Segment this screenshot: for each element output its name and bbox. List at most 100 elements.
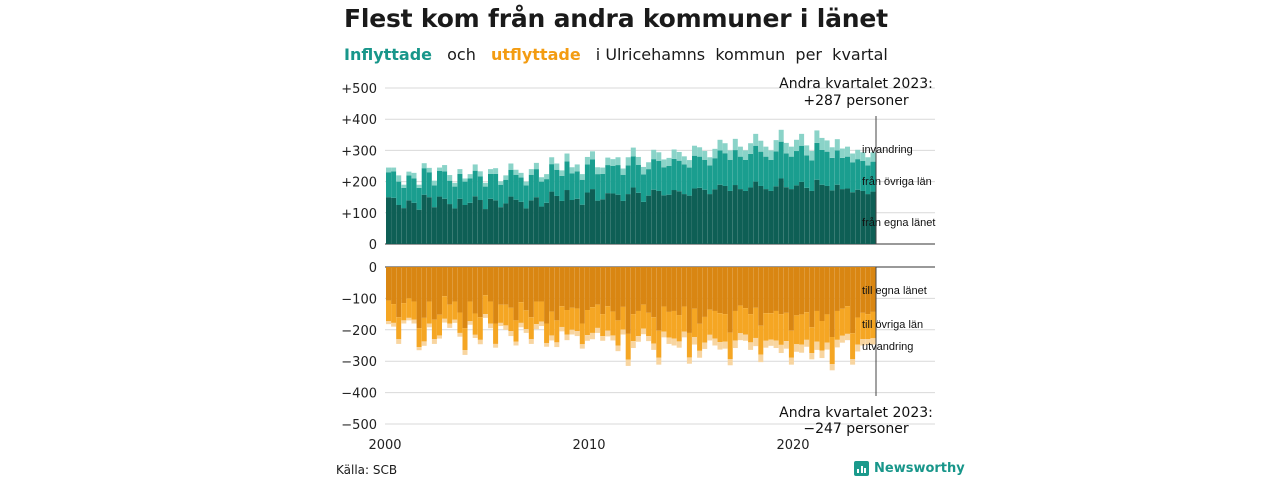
- bar-out-utvandring: [503, 325, 509, 330]
- bar-in-invandring: [845, 146, 850, 157]
- bar-in-ovriga-lan: [829, 157, 835, 191]
- bar-in-invandring: [437, 167, 442, 171]
- bar-out-utvandring: [595, 327, 601, 333]
- x-tick-label: 2010: [572, 438, 605, 453]
- bar-out-utvandring: [539, 321, 544, 327]
- bar-out-utvandring: [773, 340, 779, 349]
- bar-out-utvandring: [666, 337, 672, 344]
- bar-out-ovriga-lan: [513, 320, 519, 342]
- bar-out-ovriga-lan: [544, 323, 550, 343]
- bar-in-ovriga-lan: [758, 151, 764, 186]
- bar-out-egna-lanet: [773, 267, 779, 311]
- subtitle-rest: i Ulricehamns kommun per kvartal: [595, 45, 888, 64]
- bar-in-invandring: [416, 184, 422, 188]
- bar-out-utvandring: [421, 341, 427, 346]
- bar-in-egna-lanet: [615, 194, 621, 244]
- bar-out-ovriga-lan: [707, 309, 713, 335]
- bar-in-invandring: [656, 152, 662, 162]
- bar-in-invandring: [758, 140, 764, 152]
- bar-out-egna-lanet: [855, 267, 861, 318]
- bar-in-egna-lanet: [416, 209, 422, 244]
- bar-out-ovriga-lan: [406, 298, 412, 318]
- bar-in-invandring: [554, 163, 560, 170]
- bar-in-invandring: [748, 143, 754, 154]
- bar-out-ovriga-lan: [778, 314, 784, 345]
- bar-out-ovriga-lan: [442, 296, 448, 319]
- bar-out-ovriga-lan: [610, 311, 616, 336]
- bar-in-invandring: [533, 162, 539, 170]
- bar-out-ovriga-lan: [498, 304, 504, 323]
- bar-in-ovriga-lan: [488, 173, 493, 199]
- bar-out-utvandring: [564, 334, 570, 341]
- bar-out-ovriga-lan: [829, 337, 835, 365]
- bar-in-invandring: [482, 182, 488, 187]
- bar-in-invandring: [549, 157, 555, 165]
- bar-in-ovriga-lan: [692, 155, 697, 189]
- bar-in-egna-lanet: [386, 197, 391, 244]
- bar-out-utvandring: [651, 343, 657, 350]
- bar-out-ovriga-lan: [477, 317, 483, 340]
- bar-out-ovriga-lan: [615, 320, 621, 346]
- bar-out-egna-lanet: [768, 267, 774, 314]
- bar-out-egna-lanet: [544, 267, 550, 324]
- bar-out-egna-lanet: [421, 267, 427, 318]
- bar-out-ovriga-lan: [457, 312, 463, 333]
- bar-in-egna-lanet: [472, 196, 478, 244]
- bar-in-invandring: [523, 181, 529, 186]
- bar-in-egna-lanet: [533, 197, 539, 244]
- bar-out-egna-lanet: [584, 267, 590, 311]
- bar-out-egna-lanet: [661, 267, 667, 307]
- bar-out-utvandring: [431, 339, 437, 344]
- bar-out-utvandring: [697, 350, 703, 358]
- bar-out-egna-lanet: [712, 267, 718, 311]
- bar-out-utvandring: [641, 328, 646, 335]
- bar-out-egna-lanet: [671, 267, 677, 311]
- bar-out-egna-lanet: [472, 267, 478, 314]
- bar-in-ovriga-lan: [595, 174, 601, 201]
- bar-out-utvandring: [615, 345, 621, 352]
- bar-in-egna-lanet: [539, 206, 544, 244]
- bar-out-ovriga-lan: [717, 313, 723, 343]
- bar-in-invandring: [641, 166, 646, 175]
- annotation-bottom-line2: −247 personer: [803, 421, 909, 437]
- bar-out-ovriga-lan: [462, 328, 468, 351]
- bar-in-ovriga-lan: [620, 174, 626, 201]
- bar-in-egna-lanet: [610, 193, 616, 244]
- bar-out-egna-lanet: [590, 267, 595, 308]
- bar-out-egna-lanet: [595, 267, 601, 305]
- bar-out-egna-lanet: [809, 267, 815, 328]
- bar-out-utvandring: [829, 364, 835, 371]
- bar-in-ovriga-lan: [646, 169, 652, 196]
- bar-out-utvandring: [559, 326, 565, 332]
- bar-out-ovriga-lan: [620, 306, 626, 330]
- bar-in-invandring: [574, 164, 580, 172]
- bar-in-ovriga-lan: [544, 179, 550, 203]
- bar-out-utvandring: [839, 335, 845, 343]
- bar-in-invandring: [605, 157, 611, 166]
- bar-out-egna-lanet: [396, 267, 402, 318]
- bar-in-ovriga-lan: [748, 153, 754, 188]
- y-tick-label-bottom: −100: [341, 292, 377, 307]
- bar-in-egna-lanet: [488, 198, 493, 244]
- bar-out-ovriga-lan: [411, 301, 417, 320]
- bar-out-ovriga-lan: [656, 330, 662, 358]
- bar-out-egna-lanet: [845, 267, 850, 307]
- bar-in-invandring: [763, 146, 769, 157]
- bar-in-egna-lanet: [737, 189, 743, 244]
- bar-out-utvandring: [549, 335, 555, 341]
- bar-out-utvandring: [727, 359, 733, 366]
- bar-out-ovriga-lan: [860, 312, 866, 340]
- bar-out-utvandring: [437, 335, 442, 339]
- bar-in-egna-lanet: [702, 189, 708, 244]
- bar-out-utvandring: [600, 336, 606, 341]
- bar-in-invandring: [799, 133, 805, 146]
- bar-out-utvandring: [865, 339, 871, 345]
- bar-out-egna-lanet: [498, 267, 504, 305]
- bar-in-egna-lanet: [834, 184, 840, 244]
- brand-logo: Newsworthy: [854, 461, 965, 476]
- bar-in-egna-lanet: [727, 190, 733, 244]
- bar-in-ovriga-lan: [697, 156, 703, 188]
- bar-out-utvandring: [457, 332, 463, 337]
- bar-in-ovriga-lan: [477, 176, 483, 201]
- bar-in-invandring: [824, 140, 830, 152]
